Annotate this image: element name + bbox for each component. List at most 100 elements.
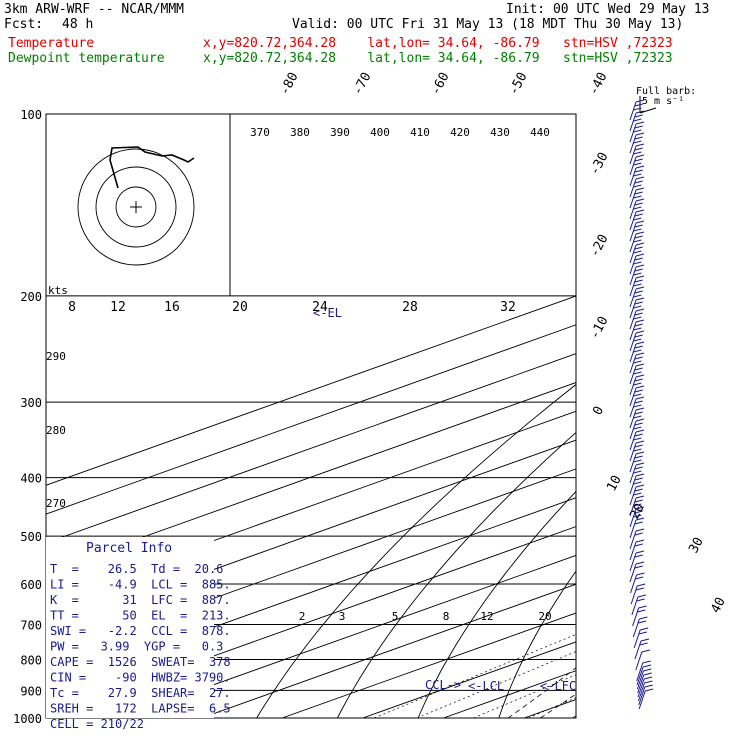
ccl-marker: CCL-> [425,678,461,692]
valid-time: Valid: 00 UTC Fri 31 May 13 (18 MDT Thu … [292,17,684,32]
wind-barb-flag [634,213,643,217]
wind-barb-flag [634,180,643,184]
theta-label: 370 [250,126,270,139]
wind-barb [629,211,637,231]
wind-barb-flag [635,462,645,466]
forecast-label: Fcst: [4,17,44,32]
wind-barb [629,101,637,121]
wind-barb-flag [633,195,642,199]
wind-barb [629,442,637,462]
wind-barb-flag [633,415,642,419]
wind-barb-flag [633,514,642,518]
wind-barb-flag [635,165,645,169]
dry-adiabat [256,383,576,718]
wind-barb-flag [635,231,645,235]
pressure-label-900: 900 [20,684,42,698]
wind-barb-flag [634,521,643,525]
lcl-marker: <-LCL [468,679,504,693]
wind-barb [629,541,637,561]
wind-barb-flag [635,253,645,257]
wind-barb-flag [635,154,645,158]
wind-barb-flag [634,114,643,118]
wind-barb-legend-units: 5 m s⁻¹ [642,96,684,107]
wind-barb [629,156,637,176]
wind-barb [629,222,637,242]
dry-adiabat [337,431,576,718]
forecast-hours: 48 h [62,17,94,32]
wind-barb-flag [635,209,645,213]
wind-barb-flag [635,198,645,202]
wind-barb-flag [638,631,647,635]
theta-label: 430 [490,126,510,139]
wind-barb-flag [636,572,645,576]
wind-barb-flag [633,151,642,155]
wind-barb-flag [634,554,643,558]
wind-barb-flag [633,206,642,210]
parcel-info-row: TT = 50 EL = 213. [50,609,231,623]
hodograph-ring [77,148,195,266]
dewpoint-location: x,y=820.72,364.28 lat,lon= 34.64, -86.79… [203,51,673,66]
wind-barb-flag [634,191,643,195]
wind-barb-flag [633,349,642,353]
wind-barb-flag [633,140,642,144]
isotherm-label: -30 [587,150,611,178]
isotherm [46,381,576,573]
wind-barb-flag [634,268,643,272]
wind-barb [637,674,645,694]
theta-label: 400 [370,126,390,139]
hodograph-trace [109,146,195,189]
wind-barb [629,123,637,143]
temperature-location: x,y=820.72,364.28 lat,lon= 34.64, -86.79… [203,36,673,51]
isotherm [605,114,740,718]
wind-barb [629,552,637,572]
wind-barb [629,354,637,374]
isotherm-label: 10 [604,473,625,494]
parcel-info-row: SWI = -2.2 CCL = 878. [50,624,231,638]
moist-adiabat [637,268,740,718]
grid-lines [46,114,740,718]
plot-frame [45,113,577,719]
dewpoint-legend: Dewpoint temperature [8,51,165,66]
wind-barb-flag [635,495,645,499]
wind-barb-flag [634,323,643,327]
wind-barb-flag [635,451,645,455]
wind-barb-flag [635,550,645,554]
wind-barb-flag [634,235,643,239]
wind-barb-flag [642,660,651,664]
wind-barb-flag [633,404,642,408]
wind-barb-flag [635,484,645,488]
wind-barb-flag [635,319,645,323]
hodograph-ring-label: 32 [500,300,516,315]
wind-barb-flag [633,261,642,265]
wind-barb-flag [640,627,649,631]
wind-barb-flag [641,649,650,653]
dry-adiabat [660,114,740,718]
wind-barb-flag [633,129,642,133]
isotherm-label: -60 [428,70,452,98]
wind-barb [629,431,637,451]
pressure-label-400: 400 [20,472,42,486]
pressure-label-300: 300 [20,396,42,410]
wind-barb-flag [634,147,643,151]
wind-barb-legend: Full barb: [636,86,696,97]
parcel-info-background [46,537,214,718]
mixing-ratio-line [374,633,576,718]
wind-barb-flag [635,473,645,477]
wind-barb-flag [633,481,642,485]
isotherm-label: -50 [506,70,530,98]
wind-barb [629,398,637,418]
wind-barb-flag [639,642,648,646]
wind-barb-flag [642,664,652,668]
wind-barb-flag [635,418,645,422]
wind-barb [632,607,640,627]
isotherm-label: -40 [586,70,610,98]
wind-barb-flag [635,297,645,301]
mixing-ratio-line [416,651,576,718]
wind-barb-flag [635,587,645,591]
hodograph-units: kts [48,284,68,297]
isotherm-label: 40 [708,595,729,616]
wind-barb-flag [635,440,645,444]
wind-barb-flag [634,389,643,393]
wind-barb-flag [634,301,643,305]
mixing-ratio-label: 3 [339,610,346,623]
